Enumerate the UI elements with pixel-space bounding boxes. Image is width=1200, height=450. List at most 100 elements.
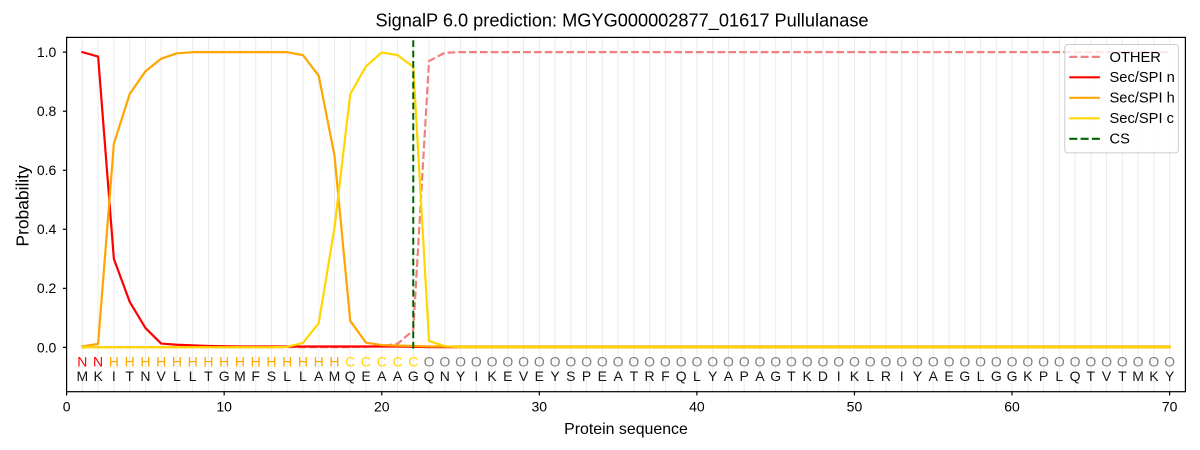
svg-text:C: C bbox=[408, 354, 418, 370]
svg-text:O: O bbox=[1148, 354, 1159, 370]
svg-text:E: E bbox=[503, 368, 512, 384]
svg-text:H: H bbox=[219, 354, 229, 370]
svg-text:M: M bbox=[234, 368, 246, 384]
svg-text:O: O bbox=[628, 354, 639, 370]
svg-text:O: O bbox=[802, 354, 813, 370]
svg-text:70: 70 bbox=[1162, 399, 1178, 415]
svg-text:L: L bbox=[173, 368, 181, 384]
svg-text:H: H bbox=[140, 354, 150, 370]
svg-text:O: O bbox=[660, 354, 671, 370]
svg-text:O: O bbox=[959, 354, 970, 370]
svg-text:T: T bbox=[787, 368, 796, 384]
svg-text:0.0: 0.0 bbox=[37, 339, 57, 355]
svg-text:Y: Y bbox=[456, 368, 466, 384]
svg-text:E: E bbox=[535, 368, 544, 384]
svg-text:O: O bbox=[1085, 354, 1096, 370]
svg-text:60: 60 bbox=[1004, 399, 1020, 415]
svg-text:T: T bbox=[204, 368, 213, 384]
svg-text:H: H bbox=[314, 354, 324, 370]
svg-text:Sec/SPI n: Sec/SPI n bbox=[1110, 70, 1175, 86]
svg-text:Sec/SPI c: Sec/SPI c bbox=[1110, 111, 1175, 127]
svg-text:H: H bbox=[125, 354, 135, 370]
svg-text:V: V bbox=[1102, 368, 1112, 384]
svg-text:I: I bbox=[474, 368, 478, 384]
svg-text:0.6: 0.6 bbox=[37, 162, 57, 178]
svg-text:30: 30 bbox=[532, 399, 548, 415]
svg-text:L: L bbox=[693, 368, 701, 384]
svg-text:P: P bbox=[582, 368, 591, 384]
svg-text:I: I bbox=[837, 368, 841, 384]
svg-text:Y: Y bbox=[708, 368, 718, 384]
svg-text:Protein sequence: Protein sequence bbox=[564, 421, 688, 438]
svg-text:M: M bbox=[77, 368, 89, 384]
svg-text:C: C bbox=[361, 354, 371, 370]
svg-text:V: V bbox=[156, 368, 166, 384]
svg-text:O: O bbox=[518, 354, 529, 370]
svg-text:L: L bbox=[189, 368, 197, 384]
svg-text:H: H bbox=[203, 354, 213, 370]
svg-text:A: A bbox=[314, 368, 324, 384]
svg-text:L: L bbox=[977, 368, 985, 384]
svg-text:O: O bbox=[1007, 354, 1018, 370]
svg-text:Q: Q bbox=[345, 368, 356, 384]
svg-text:O: O bbox=[912, 354, 923, 370]
svg-text:L: L bbox=[283, 368, 291, 384]
svg-text:A: A bbox=[755, 368, 765, 384]
svg-text:Y: Y bbox=[913, 368, 923, 384]
svg-text:K: K bbox=[93, 368, 103, 384]
svg-text:A: A bbox=[613, 368, 623, 384]
svg-text:O: O bbox=[849, 354, 860, 370]
svg-text:O: O bbox=[739, 354, 750, 370]
svg-text:O: O bbox=[1070, 354, 1081, 370]
svg-text:O: O bbox=[581, 354, 592, 370]
svg-text:Q: Q bbox=[676, 368, 687, 384]
svg-text:S: S bbox=[267, 368, 276, 384]
svg-text:P: P bbox=[1039, 368, 1048, 384]
svg-text:E: E bbox=[361, 368, 370, 384]
svg-text:O: O bbox=[723, 354, 734, 370]
svg-text:O: O bbox=[818, 354, 829, 370]
svg-text:T: T bbox=[1118, 368, 1127, 384]
svg-text:I: I bbox=[900, 368, 904, 384]
svg-text:T: T bbox=[1087, 368, 1096, 384]
svg-text:C: C bbox=[377, 354, 387, 370]
svg-text:Sec/SPI h: Sec/SPI h bbox=[1110, 91, 1175, 107]
svg-text:O: O bbox=[707, 354, 718, 370]
svg-text:50: 50 bbox=[847, 399, 863, 415]
svg-text:R: R bbox=[881, 368, 891, 384]
svg-text:O: O bbox=[1054, 354, 1065, 370]
svg-text:O: O bbox=[881, 354, 892, 370]
svg-text:A: A bbox=[724, 368, 734, 384]
svg-text:H: H bbox=[235, 354, 245, 370]
svg-text:H: H bbox=[266, 354, 276, 370]
svg-text:O: O bbox=[928, 354, 939, 370]
svg-text:H: H bbox=[251, 354, 261, 370]
svg-text:L: L bbox=[866, 368, 874, 384]
svg-text:H: H bbox=[282, 354, 292, 370]
svg-text:H: H bbox=[329, 354, 339, 370]
svg-text:O: O bbox=[455, 354, 466, 370]
svg-text:L: L bbox=[299, 368, 307, 384]
svg-text:O: O bbox=[975, 354, 986, 370]
svg-text:O: O bbox=[1038, 354, 1049, 370]
svg-text:F: F bbox=[251, 368, 260, 384]
svg-text:O: O bbox=[1101, 354, 1112, 370]
svg-text:H: H bbox=[172, 354, 182, 370]
svg-text:S: S bbox=[566, 368, 575, 384]
svg-text:L: L bbox=[1055, 368, 1063, 384]
svg-text:O: O bbox=[471, 354, 482, 370]
svg-text:O: O bbox=[439, 354, 450, 370]
svg-text:O: O bbox=[1117, 354, 1128, 370]
svg-text:O: O bbox=[991, 354, 1002, 370]
svg-text:O: O bbox=[1164, 354, 1175, 370]
svg-text:O: O bbox=[754, 354, 765, 370]
svg-text:F: F bbox=[661, 368, 670, 384]
svg-text:H: H bbox=[188, 354, 198, 370]
svg-text:O: O bbox=[1133, 354, 1144, 370]
svg-text:CS: CS bbox=[1110, 132, 1131, 148]
svg-text:N: N bbox=[77, 354, 87, 370]
svg-text:T: T bbox=[125, 368, 134, 384]
svg-text:O: O bbox=[534, 354, 545, 370]
svg-text:O: O bbox=[770, 354, 781, 370]
svg-text:0: 0 bbox=[63, 399, 71, 415]
